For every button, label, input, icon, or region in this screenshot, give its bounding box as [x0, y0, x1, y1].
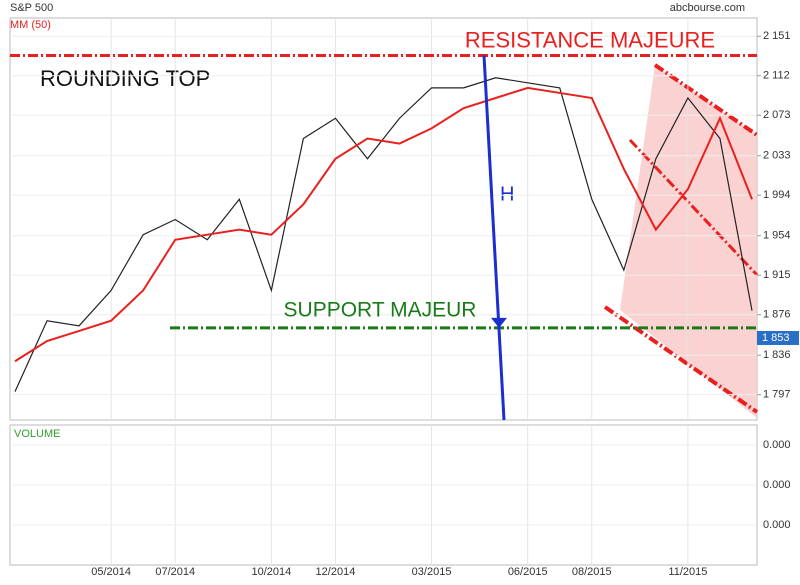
- height-arrow: [482, 55, 506, 421]
- pattern-label: ROUNDING TOP: [40, 66, 210, 91]
- x-tick-label: 07/2014: [155, 566, 195, 578]
- y-tick-label: 2 073: [763, 109, 791, 121]
- y-tick-label: 0.000: [763, 519, 791, 531]
- price-panel: [9, 17, 758, 421]
- series-line: [14, 86, 753, 363]
- y-tick-label: 2 112: [763, 70, 790, 82]
- channel-top: [653, 63, 759, 137]
- chart-title: S&P 500: [10, 2, 53, 14]
- height-label: H: [500, 183, 514, 205]
- y-tick-label: 2 033: [763, 150, 791, 162]
- x-tick-label: 06/2015: [508, 566, 548, 578]
- last-price-box: [757, 330, 799, 345]
- x-tick-label: 08/2015: [572, 566, 612, 578]
- x-tick-label: 11/2015: [668, 566, 707, 578]
- x-tick-label: 12/2014: [316, 566, 356, 578]
- y-tick-label: 0.000: [763, 439, 791, 451]
- resistance-label: RESISTANCE MAJEURE: [465, 27, 715, 52]
- y-tick-label: 1 876: [763, 309, 791, 321]
- y-tick-label: 2 151: [763, 30, 791, 42]
- volume-panel: [9, 424, 758, 566]
- y-tick-label: 1 994: [763, 189, 791, 201]
- support-label: SUPPORT MAJEUR: [284, 298, 477, 321]
- x-tick-label: 10/2014: [251, 566, 291, 578]
- volume-title: VOLUME: [14, 428, 60, 440]
- y-tick-label: 1 797: [763, 389, 791, 401]
- y-tick-label: 1 915: [763, 269, 791, 281]
- legend-ma: MM (50): [10, 19, 51, 31]
- y-tick-label: 1 836: [763, 349, 791, 361]
- x-tick-label: 03/2015: [412, 566, 452, 578]
- arrow-head: [491, 317, 507, 328]
- last-price-label: 1 853: [762, 332, 790, 344]
- y-tick-label: 0.000: [763, 479, 791, 491]
- series-line: [14, 77, 753, 392]
- source: abcbourse.com: [670, 2, 745, 14]
- x-tick-label: 05/2014: [91, 566, 131, 578]
- y-tick-label: 1 954: [763, 230, 791, 242]
- channel-mid: [628, 138, 759, 277]
